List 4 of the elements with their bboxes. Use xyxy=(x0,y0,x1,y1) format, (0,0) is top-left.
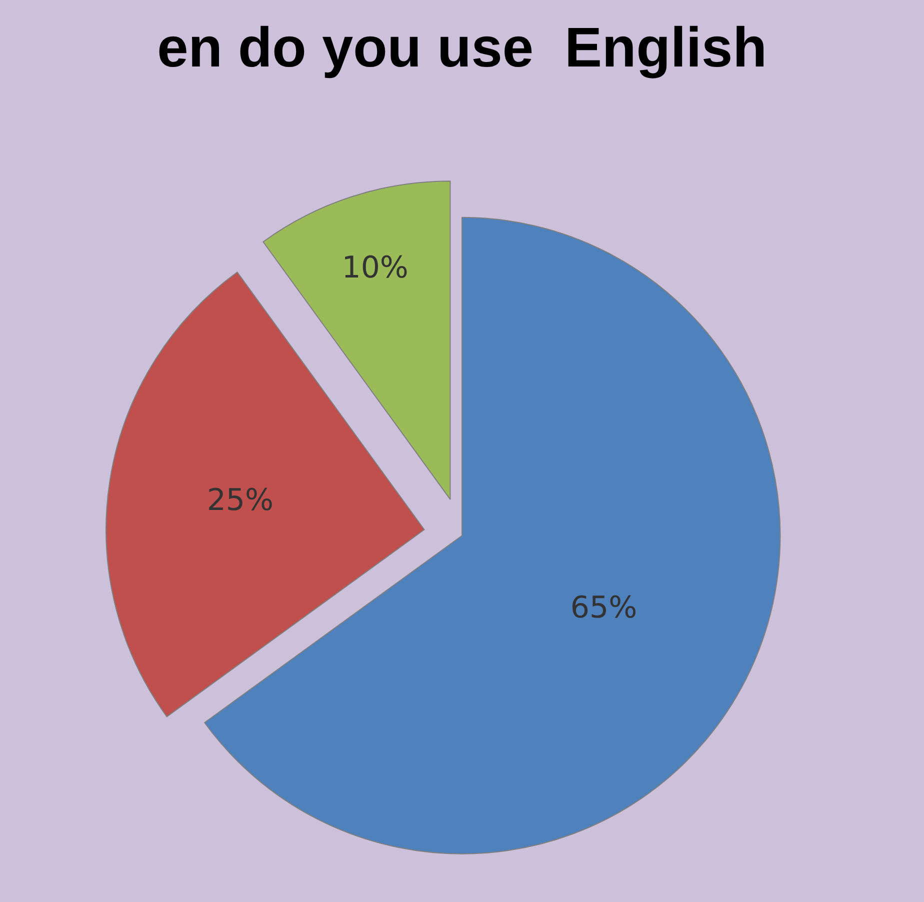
data-label: 10% xyxy=(342,250,408,286)
data-label: 25% xyxy=(206,482,274,518)
chart-title: en do you use English xyxy=(157,15,767,78)
data-label: 65% xyxy=(570,590,638,626)
